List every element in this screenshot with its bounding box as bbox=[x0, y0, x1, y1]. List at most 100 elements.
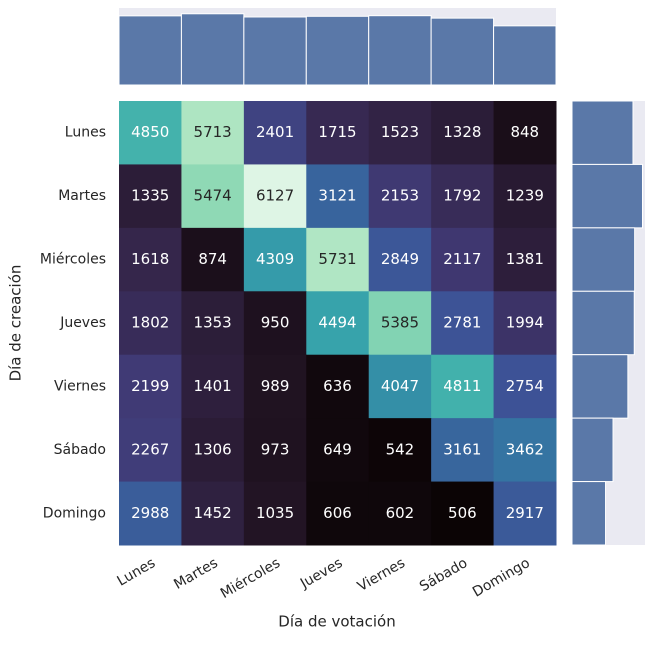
heatmap-cell bbox=[181, 418, 245, 483]
cell-label: 2988 bbox=[131, 504, 169, 522]
cell-label: 2781 bbox=[443, 314, 481, 332]
heatmap-cell bbox=[243, 291, 307, 356]
heatmap-cell bbox=[493, 101, 557, 165]
cell-label: 989 bbox=[261, 377, 290, 395]
marginal-bar bbox=[368, 15, 432, 86]
cell-label: 5731 bbox=[318, 250, 356, 268]
cell-label: 606 bbox=[323, 504, 352, 522]
heatmap-cell bbox=[493, 418, 557, 483]
marginal-bar bbox=[493, 25, 557, 86]
heatmap-cell bbox=[431, 227, 495, 292]
cell-label: 1239 bbox=[506, 187, 544, 205]
marginal-bar bbox=[571, 163, 643, 229]
y-tick-label: Sábado bbox=[54, 442, 106, 458]
cell-label: 848 bbox=[510, 123, 539, 141]
x-tick-label: Viernes bbox=[355, 555, 408, 595]
heatmap-cell bbox=[368, 291, 432, 356]
x-tick-label: Jueves bbox=[297, 555, 346, 592]
cell-label: 506 bbox=[448, 504, 477, 522]
heatmap-cell bbox=[243, 481, 307, 546]
cell-label: 4494 bbox=[318, 314, 356, 332]
heatmap-cell bbox=[431, 354, 495, 419]
y-tick-label: Viernes bbox=[54, 378, 106, 394]
heatmap-cell bbox=[119, 418, 182, 483]
y-tick-label: Miércoles bbox=[40, 252, 106, 268]
cell-label: 636 bbox=[323, 377, 352, 395]
marginal-bar bbox=[430, 17, 495, 86]
cell-label: 1715 bbox=[318, 123, 356, 141]
heatmap-cell bbox=[368, 418, 432, 483]
cell-label: 1401 bbox=[194, 377, 232, 395]
cell-label: 3161 bbox=[443, 440, 481, 458]
heatmap-cell bbox=[243, 227, 307, 292]
heatmap-cell bbox=[181, 227, 245, 292]
cell-label: 2401 bbox=[256, 123, 294, 141]
heatmap-cell bbox=[368, 481, 432, 546]
heatmap-cell bbox=[306, 481, 370, 546]
cell-label: 602 bbox=[386, 504, 415, 522]
heatmap-cell bbox=[368, 101, 432, 165]
cell-label: 2199 bbox=[131, 377, 169, 395]
heatmap-cell bbox=[119, 101, 182, 165]
cell-label: 1381 bbox=[506, 250, 544, 268]
heatmap-cell bbox=[306, 164, 370, 229]
cell-label: 3462 bbox=[506, 440, 544, 458]
cell-label: 1994 bbox=[506, 314, 544, 332]
heatmap-cell bbox=[119, 354, 182, 419]
cell-label: 1452 bbox=[194, 504, 232, 522]
cell-label: 1035 bbox=[256, 504, 294, 522]
marginal-bar bbox=[571, 227, 636, 292]
cell-label: 1328 bbox=[443, 123, 481, 141]
heatmap-cell bbox=[431, 481, 495, 546]
cell-label: 950 bbox=[261, 314, 290, 332]
cell-label: 2849 bbox=[381, 250, 419, 268]
heatmap-cell bbox=[306, 418, 370, 483]
cell-label: 1792 bbox=[443, 187, 481, 205]
heatmap-cell bbox=[493, 227, 557, 292]
heatmap-cell bbox=[181, 101, 245, 165]
x-tick-label: Martes bbox=[171, 555, 220, 593]
cell-label: 6127 bbox=[256, 187, 294, 205]
heatmap-cell bbox=[306, 101, 370, 165]
cell-label: 2153 bbox=[381, 187, 419, 205]
marginal-bar bbox=[571, 481, 607, 546]
y-tick-label: Lunes bbox=[65, 125, 106, 141]
marginal-bar bbox=[305, 15, 370, 86]
heatmap-cell bbox=[181, 164, 245, 229]
y-tick-label: Jueves bbox=[59, 315, 106, 331]
cell-label: 4309 bbox=[256, 250, 294, 268]
cell-label: 1802 bbox=[131, 314, 169, 332]
heatmap-cell bbox=[181, 354, 245, 419]
heatmap-cell bbox=[493, 164, 557, 229]
heatmap-cell bbox=[431, 101, 495, 165]
cell-label: 1306 bbox=[194, 440, 232, 458]
heatmap-cell bbox=[493, 291, 557, 356]
heatmap-cell bbox=[119, 164, 182, 229]
cell-label: 542 bbox=[386, 440, 415, 458]
cell-label: 1335 bbox=[131, 187, 169, 205]
heatmap-cell bbox=[181, 481, 245, 546]
heatmap-cell bbox=[181, 291, 245, 356]
x-tick-label: Sábado bbox=[417, 555, 470, 595]
heatmap-cell bbox=[119, 291, 182, 356]
cell-label: 874 bbox=[198, 250, 227, 268]
heatmap-cell bbox=[306, 354, 370, 419]
x-axis-label: Día de votación bbox=[278, 613, 395, 631]
marginal-bar bbox=[118, 15, 182, 86]
cell-label: 649 bbox=[323, 440, 352, 458]
heatmap-cell bbox=[306, 291, 370, 356]
heatmap-cell bbox=[493, 354, 557, 419]
heatmap-cell bbox=[368, 354, 432, 419]
cell-label: 5713 bbox=[194, 123, 232, 141]
heatmap-cell bbox=[431, 291, 495, 356]
marginal-bar bbox=[180, 13, 245, 86]
cell-label: 1523 bbox=[381, 123, 419, 141]
heatmap-cell bbox=[306, 227, 370, 292]
heatmap-cell bbox=[243, 164, 307, 229]
heatmap-cell bbox=[368, 227, 432, 292]
cell-label: 4047 bbox=[381, 377, 419, 395]
cell-label: 4811 bbox=[443, 377, 481, 395]
heatmap-cell bbox=[368, 164, 432, 229]
heatmap-cell bbox=[431, 418, 495, 483]
